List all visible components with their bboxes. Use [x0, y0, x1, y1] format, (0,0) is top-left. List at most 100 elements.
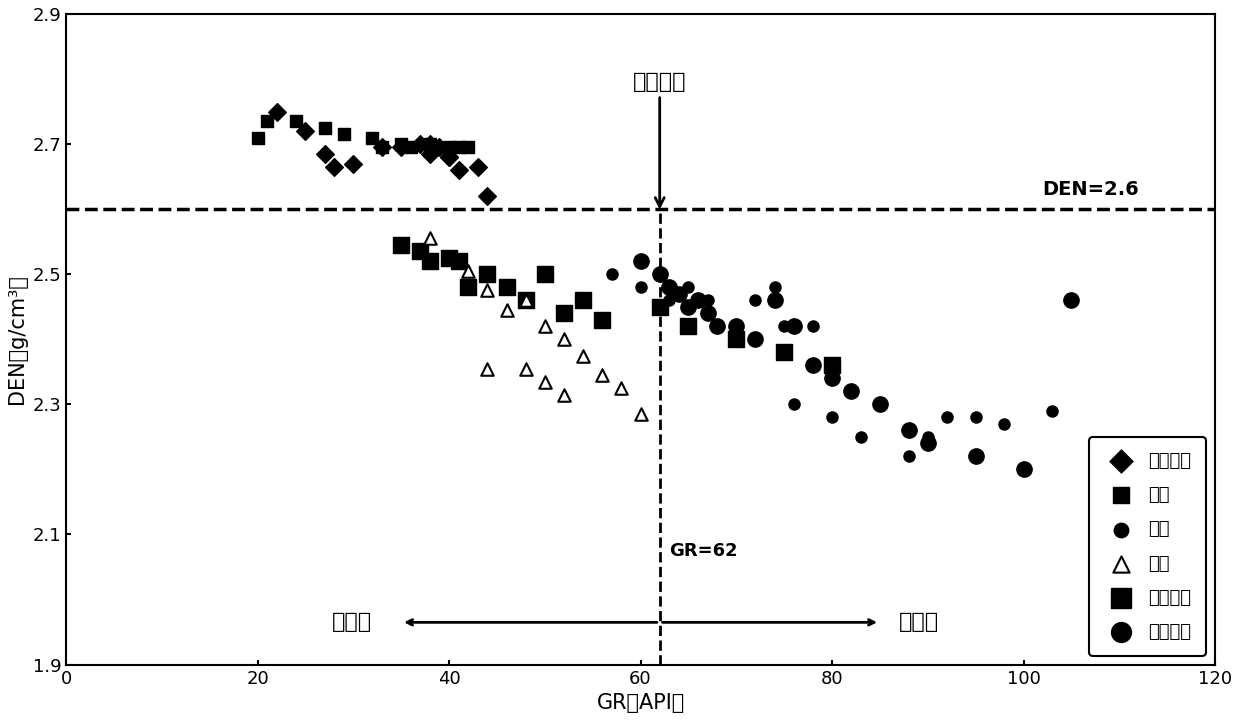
- 泥岩: [965, 412, 985, 423]
- 杂质泥岩: [649, 269, 669, 280]
- 杂质泥岩: [746, 333, 766, 345]
- 杂质泥岩: [870, 399, 890, 410]
- 沙岩: [612, 382, 632, 394]
- 杂质泥岩: [918, 438, 938, 449]
- 杂质泥岩: [726, 320, 746, 332]
- 杂质沙岩: [420, 256, 440, 267]
- 杂质沙岩: [649, 301, 669, 312]
- 灰岩: [392, 138, 411, 150]
- 泥岩: [679, 282, 699, 293]
- 杂质泥岩: [631, 256, 650, 267]
- 杂质沙岩: [823, 359, 843, 371]
- 泥岩: [918, 431, 938, 443]
- 杂质沙岩: [410, 246, 430, 257]
- 泥岩: [841, 386, 861, 397]
- 泥岩: [698, 294, 717, 306]
- 灰岩: [420, 138, 440, 150]
- 杂质沙岩: [449, 256, 468, 267]
- 沙岩: [574, 350, 593, 361]
- 沙岩: [477, 363, 497, 374]
- 泥岩: [707, 320, 727, 332]
- 泥岩: [784, 399, 804, 410]
- 杂质沙岩: [477, 269, 497, 280]
- 杂质沙岩: [392, 239, 411, 251]
- 灰岩: [449, 142, 468, 153]
- 杂质泥岩: [898, 425, 918, 436]
- Y-axis label: DEN（g/cm³）: DEN（g/cm³）: [7, 274, 27, 404]
- 白云岩类: [449, 164, 468, 176]
- X-axis label: GR（API）: GR（API）: [596, 693, 685, 713]
- 白云岩类: [468, 161, 488, 173]
- 杂质沙岩: [592, 314, 612, 325]
- 杂质沙岩: [439, 252, 458, 264]
- 灰岩: [286, 115, 306, 127]
- 泥岩: [726, 333, 746, 345]
- 杂质沙岩: [554, 307, 574, 319]
- 泥岩: [746, 294, 766, 306]
- 沙岩: [497, 305, 517, 316]
- 白云岩类: [410, 138, 430, 150]
- 泥岩: [870, 399, 890, 410]
- 泥岩: [602, 269, 622, 280]
- 杂质沙岩: [679, 320, 699, 332]
- Text: 沙岩类: 沙岩类: [332, 612, 373, 632]
- 泥岩: [659, 294, 679, 306]
- Text: GR=62: GR=62: [669, 541, 738, 559]
- 沙岩: [515, 294, 535, 306]
- 杂质泥岩: [707, 320, 727, 332]
- Text: 碳酸盐岩: 碳酸盐岩: [633, 72, 686, 207]
- 白云岩类: [439, 151, 458, 163]
- 白云岩类: [477, 190, 497, 202]
- 沙岩: [458, 265, 478, 276]
- 沙岩: [554, 333, 574, 345]
- 白云岩类: [325, 161, 344, 173]
- 杂质沙岩: [497, 282, 517, 293]
- 灰岩: [372, 142, 392, 153]
- 泥岩: [764, 282, 784, 293]
- 泥岩: [631, 282, 650, 293]
- Text: 泥岩类: 泥岩类: [900, 612, 939, 632]
- 白云岩类: [266, 106, 286, 117]
- 杂质泥岩: [659, 282, 679, 293]
- 泥岩: [898, 451, 918, 462]
- 泥岩: [803, 320, 823, 332]
- Legend: 白云岩类, 灰岩, 泥岩, 沙岩, 杂质沙岩, 杂质泥岩: 白云岩类, 灰岩, 泥岩, 沙岩, 杂质沙岩, 杂质泥岩: [1089, 438, 1206, 656]
- 泥岩: [937, 412, 957, 423]
- 杂质泥岩: [784, 320, 804, 332]
- 杂质泥岩: [669, 288, 689, 300]
- 白云岩类: [420, 148, 440, 160]
- 灰岩: [315, 122, 335, 134]
- 灰岩: [258, 115, 278, 127]
- 杂质沙岩: [515, 294, 535, 306]
- 沙岩: [592, 369, 612, 381]
- 杂质泥岩: [698, 307, 717, 319]
- 杂质泥岩: [764, 294, 784, 306]
- 沙岩: [515, 363, 535, 374]
- 泥岩: [995, 418, 1015, 430]
- 杂质沙岩: [574, 294, 593, 306]
- 沙岩: [420, 233, 440, 244]
- 沙岩: [631, 408, 650, 420]
- 白云岩类: [420, 138, 440, 150]
- Text: DEN=2.6: DEN=2.6: [1043, 181, 1140, 199]
- 杂质沙岩: [726, 333, 746, 345]
- 沙岩: [477, 284, 497, 296]
- 灰岩: [248, 132, 268, 143]
- 灰岩: [333, 129, 353, 140]
- 灰岩: [363, 132, 383, 143]
- 沙岩: [535, 376, 555, 387]
- 杂质泥岩: [803, 359, 823, 371]
- 灰岩: [401, 142, 421, 153]
- 杂质泥岩: [841, 386, 861, 397]
- 沙岩: [535, 320, 555, 332]
- 泥岩: [823, 412, 843, 423]
- 白云岩类: [372, 142, 392, 153]
- 杂质泥岩: [688, 294, 707, 306]
- 白云岩类: [343, 158, 363, 169]
- 白云岩类: [315, 148, 335, 160]
- 杂质泥岩: [965, 451, 985, 462]
- 杂质沙岩: [535, 269, 555, 280]
- 沙岩: [554, 389, 574, 400]
- 杂质泥岩: [1062, 294, 1082, 306]
- 灰岩: [458, 142, 478, 153]
